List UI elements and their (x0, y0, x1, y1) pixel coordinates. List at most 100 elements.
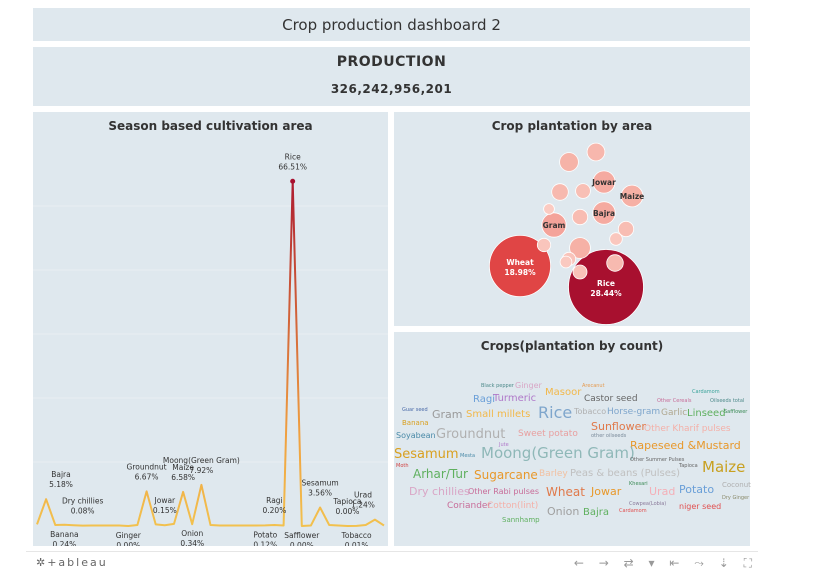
point-label-dry-chillies: Dry chillies (62, 497, 104, 506)
word-potato: Potato (679, 483, 715, 496)
download-icon[interactable]: ⇣ (718, 556, 729, 570)
word-moong-green-gram-: Moong(Green Gram) (481, 444, 635, 462)
bubble-value-rice: 28.44% (590, 289, 622, 298)
bubble-crop-11 (571, 208, 589, 226)
word-sugarcane: Sugarcane (474, 468, 538, 482)
point-value-tapioca: 0.00% (336, 507, 360, 516)
point-label-tapioca: Tapioca (332, 497, 361, 506)
point-value-dry-chillies: 0.08% (71, 507, 95, 516)
bubble-crop-8 (586, 142, 606, 162)
point-value-sesamum: 3.56% (308, 489, 332, 498)
word-onion: Onion (547, 505, 580, 518)
point-label-safflower: Safflower (284, 531, 320, 540)
word-cowpea-lobia-: Cowpea(Lobia) (629, 501, 667, 507)
bubble-crop-12 (617, 220, 635, 238)
word-tapioca: Tapioca (679, 463, 698, 469)
word-other-rabi-pulses: Other Rabi pulses (468, 487, 540, 496)
word-other-oilseeds: other oilseeds (591, 433, 627, 439)
word-tobacco: Tobacco (574, 407, 607, 416)
tableau-toolbar: ✲+ableau ← → ⇄ ▾ ⇤ ⤳ ⇣ ⛶ (26, 551, 758, 576)
point-label-moong-green-gram-: Moong(Green Gram) (163, 456, 240, 465)
word-garlic: Garlic (661, 408, 688, 418)
bubble-crop-13 (575, 183, 591, 199)
bubble-label-gram: Gram (543, 221, 566, 230)
word-urad: Urad (649, 485, 676, 498)
point-value-groundnut: 6.67% (135, 472, 159, 481)
word-other-cereals: Other Cereals (657, 398, 692, 404)
point-value-moong-green-gram-: 7.92% (189, 466, 213, 475)
point-value-bajra: 5.18% (49, 480, 73, 489)
word-horse-gram: Horse-gram (607, 407, 661, 417)
bubble-jowar (592, 170, 616, 194)
point-value-jowar: 0.15% (153, 506, 177, 515)
word-niger-seed: niger seed (679, 502, 722, 511)
word-dry-ginger: Dry Ginger (722, 495, 750, 501)
bubble-maize (620, 184, 644, 208)
point-value-potato: 0.12% (253, 540, 277, 546)
bubble-gram (541, 212, 567, 238)
point-label-onion: Onion (181, 529, 203, 538)
revert-dropdown-icon[interactable]: ▾ (648, 556, 655, 570)
word-cardamom: Cardamom (692, 389, 720, 395)
point-rice (290, 178, 296, 184)
bubble-value-wheat: 18.98% (504, 268, 536, 277)
word-cardamom: Cardamom (619, 508, 647, 514)
bubble-crop-9 (551, 183, 569, 201)
crop-area-bubble-panel: Crop plantation by area Rice 28.44% Wheat 1… (394, 112, 750, 326)
point-value-urad: 1.24% (351, 501, 375, 510)
point-label-potato: Potato (253, 530, 277, 539)
point-value-onion: 0.34% (180, 539, 204, 546)
redo-icon[interactable]: → (598, 556, 609, 570)
word-arhar-tur: Arhar/Tur (413, 467, 468, 481)
word-cotton-lint-: Cotton(lint) (487, 501, 539, 511)
word-rapeseed-mustard: Rapeseed &Mustard (630, 439, 741, 452)
word-guar-seed: Guar seed (402, 407, 428, 413)
bubble-label-maize: Maize (620, 192, 645, 201)
season-line-chart-panel: Season based cultivation area Bajra 5.18%… (33, 112, 388, 546)
wordcloud-title: Crops(plantation by count) (480, 339, 664, 353)
point-label-sesamum: Sesamum (301, 479, 338, 488)
word-jute: Jute (499, 442, 509, 448)
word-safflower: Safflower (724, 409, 748, 415)
fullscreen-icon[interactable]: ⛶ (743, 556, 752, 570)
word-ragi: Ragi (473, 394, 495, 405)
point-value-safflower: 0.00% (290, 541, 314, 546)
refresh-icon[interactable]: ⇤ (669, 556, 680, 570)
word-ginger: Ginger (515, 381, 542, 390)
tableau-logo[interactable]: ✲+ableau (36, 556, 108, 569)
word-groundnut: Groundnut (436, 427, 506, 442)
bubble-crop-7 (559, 152, 579, 172)
point-label-rice: Rice (285, 152, 301, 161)
production-label: PRODUCTION (336, 54, 447, 70)
point-label-bajra: Bajra (51, 470, 71, 479)
word-turmeric: Turmeric (493, 393, 537, 404)
bubble-rice (568, 249, 644, 325)
revert-icon[interactable]: ⇄ (623, 556, 634, 570)
undo-icon[interactable]: ← (573, 556, 584, 570)
point-label-groundnut: Groundnut (127, 462, 167, 471)
point-value-ginger: 0.00% (116, 541, 140, 546)
bubble-crop-18 (559, 255, 573, 269)
word-other-summer-pulses: Other Summer Pulses (630, 457, 685, 463)
point-value-tobacco: 0.01% (345, 541, 369, 546)
point-label-maize: Maize (172, 463, 194, 472)
word-oilseeds-total: Oilseeds total (710, 398, 745, 404)
word-maize: Maize (702, 458, 746, 476)
season-chart-title: Season based cultivation area (108, 119, 313, 133)
dashboard-title-bar: Crop production dashboard 2 (33, 8, 750, 41)
share-icon[interactable]: ⤳ (694, 556, 704, 570)
bubble-label-rice: Rice (597, 279, 615, 288)
point-label-tobacco: Tobacco (341, 531, 372, 540)
bubble-label-jowar: Jowar (591, 178, 616, 187)
word-coriander: Coriander (447, 501, 492, 511)
bubble-crop-6 (569, 237, 591, 259)
production-value: 326,242,956,201 (330, 82, 453, 96)
word-wheat: Wheat (546, 485, 585, 499)
word-sweet-potato: Sweet potato (518, 429, 578, 439)
season-line-series (36, 180, 385, 527)
word-black-pepper: Black pepper (481, 383, 514, 389)
word-mesta: Mesta (460, 453, 476, 459)
production-kpi: PRODUCTION 326,242,956,201 (33, 47, 750, 106)
point-label-banana: Banana (50, 530, 78, 539)
bubble-crop-14 (572, 264, 588, 280)
